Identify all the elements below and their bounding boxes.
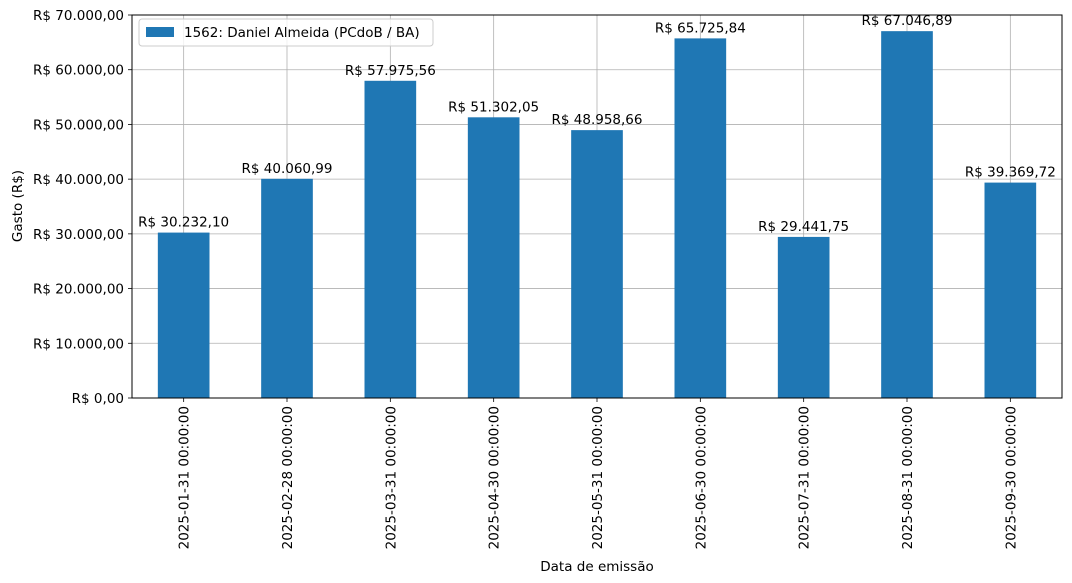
bar <box>674 38 727 398</box>
bar-value-label: R$ 65.725,84 <box>655 20 746 36</box>
bar <box>157 232 210 398</box>
legend-label: 1562: Daniel Almeida (PCdoB / BA) <box>184 25 420 41</box>
bar-value-label: R$ 40.060,99 <box>242 161 333 177</box>
x-tick-label: 2025-04-30 00:00:00 <box>487 406 503 549</box>
data-labels: R$ 30.232,10 R$ 40.060,99 R$ 57.975,56 R$ 5… <box>138 13 1056 235</box>
bar-value-label: R$ 57.975,56 <box>345 63 436 79</box>
bar <box>467 117 520 398</box>
y-tick-label: R$ 60.000,00 <box>33 63 124 79</box>
legend: 1562: Daniel Almeida (PCdoB / BA) <box>138 18 434 47</box>
x-tick-label: 2025-05-31 00:00:00 <box>590 406 606 549</box>
bar <box>984 182 1037 398</box>
x-tick-label: 2025-01-31 00:00:00 <box>177 406 193 549</box>
x-tick-label: 2025-03-31 00:00:00 <box>383 406 399 549</box>
bar <box>881 31 933 399</box>
legend-swatch <box>146 27 174 37</box>
y-tick-label: R$ 20.000,00 <box>33 282 124 298</box>
x-tick-label: 2025-09-30 00:00:00 <box>1003 406 1019 549</box>
x-tick-label: 2025-08-31 00:00:00 <box>900 406 916 549</box>
y-tick-label: R$ 50.000,00 <box>33 117 124 133</box>
bar-value-label: R$ 51.302,05 <box>448 99 539 115</box>
y-axis-title: Gasto (R$) <box>10 170 26 242</box>
y-ticks: R$ 0,00 R$ 10.000,00 R$ 20.000,00 R$ 30.000… <box>33 8 132 407</box>
x-ticks: 2025-01-31 00:00:00 2025-02-28 00:00:00 20… <box>177 398 1019 549</box>
legend-frame <box>138 18 434 47</box>
y-tick-label: R$ 40.000,00 <box>33 172 124 188</box>
bar <box>571 130 623 398</box>
bar-value-label: R$ 67.046,89 <box>862 13 953 29</box>
bar-value-label: R$ 29.441,75 <box>758 219 849 235</box>
x-tick-label: 2025-06-30 00:00:00 <box>693 406 709 549</box>
y-tick-label: R$ 10.000,00 <box>33 336 124 352</box>
bar <box>261 178 313 398</box>
bars <box>157 31 1037 399</box>
x-axis-title: Data de emissão <box>540 559 654 575</box>
y-tick-label: R$ 70.000,00 <box>33 8 124 24</box>
bar <box>777 236 830 398</box>
y-tick-label: R$ 0,00 <box>72 391 124 407</box>
x-tick-label: 2025-02-28 00:00:00 <box>280 406 296 549</box>
bar-value-label: R$ 39.369,72 <box>965 165 1056 181</box>
x-tick-label: 2025-07-31 00:00:00 <box>797 406 813 549</box>
bar-value-label: R$ 30.232,10 <box>138 215 229 231</box>
y-tick-label: R$ 30.000,00 <box>33 227 124 243</box>
bar <box>364 80 417 398</box>
bar-value-label: R$ 48.958,66 <box>552 112 643 128</box>
